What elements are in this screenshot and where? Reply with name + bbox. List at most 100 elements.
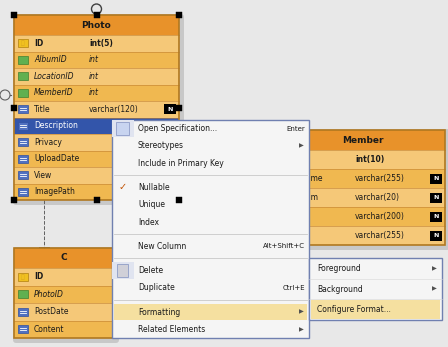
Bar xyxy=(176,197,182,203)
Text: int: int xyxy=(89,55,99,64)
Bar xyxy=(116,122,129,135)
Text: varchar(255): varchar(255) xyxy=(355,231,405,240)
Bar xyxy=(18,325,28,333)
Text: C: C xyxy=(60,254,67,262)
Text: Ctrl+E: Ctrl+E xyxy=(282,285,305,291)
Text: Unique: Unique xyxy=(138,200,165,209)
Text: Nullable: Nullable xyxy=(138,183,170,192)
Text: Index: Index xyxy=(138,218,159,227)
Bar xyxy=(14,151,179,167)
Text: ▶: ▶ xyxy=(432,266,437,271)
Text: Num: Num xyxy=(300,193,318,202)
Text: Alt+Shift+C: Alt+Shift+C xyxy=(263,243,305,249)
Bar xyxy=(18,290,28,298)
Text: ID: ID xyxy=(300,155,309,164)
Bar xyxy=(14,118,179,134)
Bar xyxy=(18,273,28,281)
FancyBboxPatch shape xyxy=(14,268,114,338)
FancyBboxPatch shape xyxy=(14,15,179,35)
Bar xyxy=(112,120,134,137)
Bar xyxy=(14,51,179,68)
Bar xyxy=(284,194,294,202)
Text: ID: ID xyxy=(34,272,43,281)
Text: 🔑: 🔑 xyxy=(287,157,291,162)
Bar xyxy=(311,301,440,319)
Text: ▶: ▶ xyxy=(299,310,304,315)
Text: int(10): int(10) xyxy=(355,155,384,164)
Text: int: int xyxy=(89,88,99,97)
Text: Formatting: Formatting xyxy=(138,307,180,316)
Bar xyxy=(284,155,294,163)
Text: LocationID: LocationID xyxy=(34,72,74,81)
Bar xyxy=(14,321,114,338)
FancyBboxPatch shape xyxy=(14,35,179,200)
Bar xyxy=(284,212,294,220)
Bar xyxy=(176,104,182,110)
Bar xyxy=(18,105,28,113)
Text: 🔑: 🔑 xyxy=(21,41,25,46)
Text: Open Specification...: Open Specification... xyxy=(138,124,217,133)
Text: UploadDate: UploadDate xyxy=(34,154,79,163)
Bar xyxy=(18,39,28,47)
Text: s: s xyxy=(300,231,304,240)
FancyBboxPatch shape xyxy=(14,248,114,268)
Text: int: int xyxy=(89,72,99,81)
Bar xyxy=(18,138,28,146)
Bar xyxy=(112,120,309,338)
Text: Member: Member xyxy=(342,135,383,144)
Text: 🔑: 🔑 xyxy=(21,274,25,280)
Text: Name: Name xyxy=(300,174,323,183)
Bar xyxy=(14,248,114,338)
FancyBboxPatch shape xyxy=(13,14,184,205)
Bar xyxy=(11,12,17,18)
Text: Privacy: Privacy xyxy=(34,138,62,147)
Text: Delete: Delete xyxy=(138,266,163,275)
Text: View: View xyxy=(34,171,52,180)
Bar xyxy=(430,230,442,240)
FancyBboxPatch shape xyxy=(279,129,448,250)
Text: varchar(255): varchar(255) xyxy=(355,174,405,183)
Bar xyxy=(430,212,442,221)
Text: N: N xyxy=(167,107,172,112)
Text: varchar(20): varchar(20) xyxy=(355,193,400,202)
Bar xyxy=(18,89,28,97)
Text: ✓: ✓ xyxy=(119,183,127,193)
Bar xyxy=(164,104,176,114)
Text: Background: Background xyxy=(317,285,363,294)
Text: int(5): int(5) xyxy=(89,39,113,48)
FancyBboxPatch shape xyxy=(13,247,119,343)
Bar xyxy=(14,15,179,200)
Bar xyxy=(117,264,128,277)
Bar xyxy=(18,72,28,80)
Text: N: N xyxy=(433,195,439,200)
Text: varchar(200): varchar(200) xyxy=(355,212,405,221)
Bar xyxy=(14,85,179,101)
Text: varchar(120): varchar(120) xyxy=(89,105,139,114)
Text: Description: Description xyxy=(34,121,78,130)
Bar xyxy=(114,304,307,320)
Bar xyxy=(284,231,294,239)
Text: ▶: ▶ xyxy=(299,143,304,149)
Text: Content: Content xyxy=(34,325,65,334)
Bar xyxy=(18,188,28,196)
Text: ▶: ▶ xyxy=(432,287,437,291)
Text: ID: ID xyxy=(34,39,43,48)
FancyBboxPatch shape xyxy=(280,150,445,245)
Bar xyxy=(14,184,179,200)
Text: Duplicate: Duplicate xyxy=(138,283,175,292)
Text: N: N xyxy=(433,214,439,219)
Text: Enter: Enter xyxy=(286,126,305,132)
Text: Stereotypes: Stereotypes xyxy=(138,142,184,150)
Bar xyxy=(14,286,114,303)
Text: ImagePath: ImagePath xyxy=(34,187,75,196)
Text: PostDate: PostDate xyxy=(34,307,69,316)
Bar xyxy=(280,169,445,188)
Bar xyxy=(94,12,99,18)
Text: AlbumID: AlbumID xyxy=(34,55,67,64)
Bar xyxy=(11,197,17,203)
Text: Title: Title xyxy=(34,105,51,114)
Text: Photo: Photo xyxy=(82,20,112,29)
Text: MemberID: MemberID xyxy=(34,88,73,97)
Bar xyxy=(14,118,179,134)
FancyBboxPatch shape xyxy=(280,130,445,150)
